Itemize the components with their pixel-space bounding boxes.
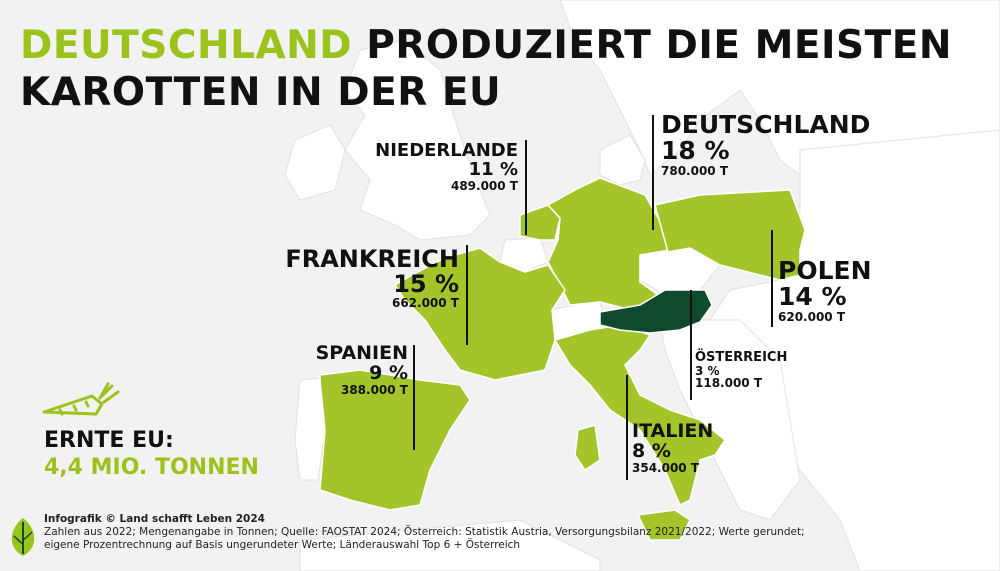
leader-line-polen (771, 230, 773, 327)
source-footer: Infografik © Land schafft Leben 2024 Zah… (44, 513, 805, 552)
label-niederlande-pct: 11 % (468, 158, 518, 180)
label-oesterreich-tons: 118.000 T (695, 376, 763, 391)
label-italien-tons: 354.000 T (632, 460, 700, 475)
label-niederlande: NIEDERLANDE 11 % 489.000 T (375, 140, 518, 193)
harvest-label: ERNTE EU: (44, 428, 174, 453)
label-spanien-name: SPANIEN (315, 342, 408, 364)
label-spanien-pct: 9 % (369, 361, 408, 384)
north-africa-landmass (299, 519, 601, 571)
footer-line2: eigene Prozentrechnung auf Basis ungerun… (44, 539, 521, 551)
harvest-total: ERNTE EU: 4,4 MIO. TONNEN (44, 427, 259, 481)
label-polen-tons: 620.000 T (778, 309, 846, 324)
map-polen (654, 189, 806, 281)
label-frankreich-tons: 662.000 T (391, 296, 459, 311)
label-deutschland-name: DEUTSCHLAND (661, 110, 871, 139)
map-sizilien (637, 509, 691, 541)
label-oesterreich-pct: 3 % (695, 363, 720, 378)
leader-line-niederlande (525, 140, 527, 235)
label-polen-name: POLEN (778, 256, 872, 285)
title-line2: KAROTTEN IN DER EU (20, 70, 502, 115)
label-polen: POLEN 14 % 620.000 T (778, 256, 872, 324)
leader-line-oesterreich (690, 290, 692, 400)
map-oesterreich (599, 289, 713, 334)
leader-line-frankreich (466, 245, 468, 345)
leaf-logo-icon (11, 518, 35, 556)
title-highlight: DEUTSCHLAND (20, 23, 353, 68)
page-title: DEUTSCHLAND PRODUZIERT DIE MEISTEN KAROT… (20, 22, 952, 116)
footer-credit: Infografik © Land schafft Leben 2024 (44, 513, 265, 525)
leader-line-italien (626, 375, 628, 480)
label-niederlande-name: NIEDERLANDE (375, 140, 518, 161)
label-polen-pct: 14 % (778, 282, 847, 312)
leader-line-deutschland (652, 115, 654, 230)
uk-landmass (344, 39, 491, 241)
label-oesterreich-name: ÖSTERREICH (695, 350, 788, 365)
label-oesterreich: ÖSTERREICH 3 % 118.000 T (695, 351, 787, 390)
footer-line1: Zahlen aus 2022; Mengenangabe in Tonnen;… (44, 526, 805, 538)
map-sardinien (574, 424, 601, 471)
map-spanien (319, 369, 471, 511)
carrot-icon (42, 382, 120, 416)
label-frankreich-pct: 15 % (393, 270, 459, 299)
label-deutschland-tons: 780.000 T (661, 163, 729, 178)
label-spanien-tons: 388.000 T (340, 382, 408, 397)
label-deutschland: DEUTSCHLAND 18 % 780.000 T (661, 110, 871, 178)
label-frankreich-name: FRANKREICH (285, 245, 459, 273)
label-niederlande-tons: 489.000 T (450, 178, 518, 193)
denmark-landmass (599, 134, 646, 186)
leader-line-spanien (413, 345, 415, 450)
label-deutschland-pct: 18 % (661, 136, 730, 166)
title-rest-line1: PRODUZIERT DIE MEISTEN (366, 23, 953, 68)
label-italien-pct: 8 % (632, 439, 671, 462)
label-frankreich: FRANKREICH 15 % 662.000 T (285, 245, 459, 311)
balkans-landmass (659, 319, 801, 521)
label-italien-name: ITALIEN (632, 420, 714, 442)
harvest-value: 4,4 MIO. TONNEN (44, 455, 259, 480)
label-spanien: SPANIEN 9 % 388.000 T (315, 342, 408, 397)
map-frankreich (394, 247, 566, 381)
label-italien: ITALIEN 8 % 354.000 T (632, 420, 714, 475)
map-italien (554, 324, 726, 506)
ireland-landmass (284, 124, 346, 201)
